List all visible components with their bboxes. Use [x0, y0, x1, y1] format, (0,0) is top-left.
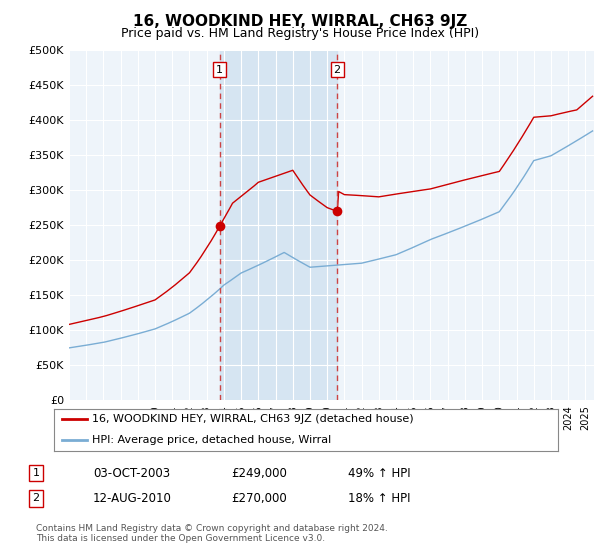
Text: 12-AUG-2010: 12-AUG-2010: [93, 492, 172, 505]
Text: 18% ↑ HPI: 18% ↑ HPI: [348, 492, 410, 505]
Text: 2: 2: [334, 64, 341, 74]
Bar: [220, 50, 337, 400]
Text: Contains HM Land Registry data © Crown copyright and database right 2024.
This d: Contains HM Land Registry data © Crown c…: [36, 524, 388, 543]
Text: 16, WOODKIND HEY, WIRRAL, CH63 9JZ: 16, WOODKIND HEY, WIRRAL, CH63 9JZ: [133, 14, 467, 29]
Text: Price paid vs. HM Land Registry's House Price Index (HPI): Price paid vs. HM Land Registry's House …: [121, 27, 479, 40]
Text: £270,000: £270,000: [231, 492, 287, 505]
Text: 1: 1: [216, 64, 223, 74]
Text: 16, WOODKIND HEY, WIRRAL, CH63 9JZ (detached house): 16, WOODKIND HEY, WIRRAL, CH63 9JZ (deta…: [92, 414, 413, 424]
Text: 03-OCT-2003: 03-OCT-2003: [93, 466, 170, 480]
Text: £249,000: £249,000: [231, 466, 287, 480]
Text: 49% ↑ HPI: 49% ↑ HPI: [348, 466, 410, 480]
Text: 1: 1: [32, 468, 40, 478]
Text: HPI: Average price, detached house, Wirral: HPI: Average price, detached house, Wirr…: [92, 435, 331, 445]
Text: 2: 2: [32, 493, 40, 503]
